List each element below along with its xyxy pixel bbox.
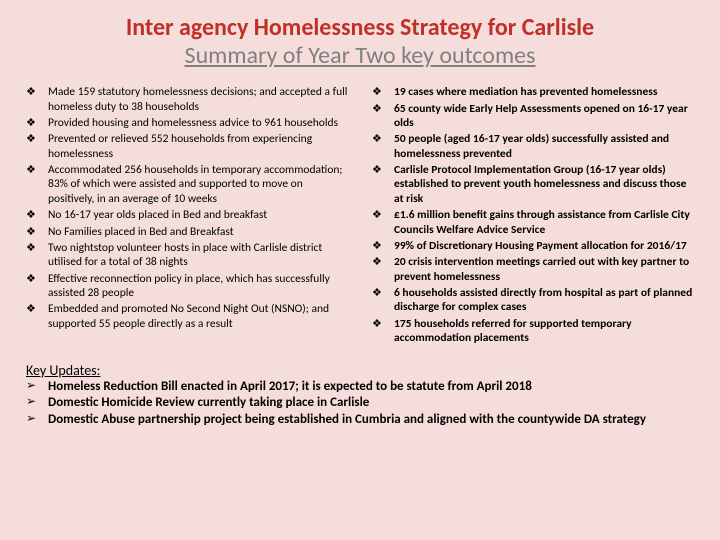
diamond-bullet-icon: ❖ — [372, 239, 394, 253]
list-item: ❖Accommodated 256 households in temporar… — [26, 163, 348, 206]
diamond-bullet-icon: ❖ — [26, 225, 48, 239]
list-item: ❖50 people (aged 16-17 year olds) succes… — [372, 132, 694, 161]
list-item: ➢Domestic Homicide Review currently taki… — [26, 395, 694, 412]
list-item: ❖65 county wide Early Help Assessments o… — [372, 102, 694, 131]
right-column: ❖19 cases where mediation has prevented … — [372, 85, 694, 347]
list-item-text: £1.6 million benefit gains through assis… — [394, 208, 694, 237]
list-item-text: Carlisle Protocol Implementation Group (… — [394, 163, 694, 206]
list-item: ❖19 cases where mediation has prevented … — [372, 85, 694, 99]
list-item: ❖No 16-17 year olds placed in Bed and br… — [26, 208, 348, 222]
chevron-bullet-icon: ➢ — [26, 395, 48, 411]
list-item: ❖£1.6 million benefit gains through assi… — [372, 208, 694, 237]
list-item: ❖6 households assisted directly from hos… — [372, 286, 694, 315]
list-item-text: 6 households assisted directly from hosp… — [394, 286, 694, 315]
list-item: ❖Carlisle Protocol Implementation Group … — [372, 163, 694, 206]
list-item: ❖Embedded and promoted No Second Night O… — [26, 302, 348, 331]
list-item: ❖99% of Discretionary Housing Payment al… — [372, 239, 694, 253]
diamond-bullet-icon: ❖ — [26, 163, 48, 177]
diamond-bullet-icon: ❖ — [26, 85, 48, 99]
diamond-bullet-icon: ❖ — [26, 132, 48, 146]
main-title: Inter agency Homelessness Strategy for C… — [26, 14, 694, 42]
diamond-bullet-icon: ❖ — [26, 208, 48, 222]
list-item-text: Effective reconnection policy in place, … — [48, 272, 348, 301]
diamond-bullet-icon: ❖ — [372, 286, 394, 300]
list-item-text: Domestic Homicide Review currently takin… — [48, 395, 694, 412]
key-updates-list: ➢Homeless Reduction Bill enacted in Apri… — [26, 379, 694, 430]
list-item-text: Accommodated 256 households in temporary… — [48, 163, 348, 206]
list-item-text: 65 county wide Early Help Assessments op… — [394, 102, 694, 131]
diamond-bullet-icon: ❖ — [372, 85, 394, 99]
two-column-layout: ❖Made 159 statutory homelessness decisio… — [26, 85, 694, 347]
list-item-text: Two nightstop volunteer hosts in place w… — [48, 241, 348, 270]
chevron-bullet-icon: ➢ — [26, 412, 48, 428]
diamond-bullet-icon: ❖ — [372, 102, 394, 116]
diamond-bullet-icon: ❖ — [372, 132, 394, 146]
subtitle: Summary of Year Two key outcomes — [26, 42, 694, 70]
slide-page: Inter agency Homelessness Strategy for C… — [0, 0, 720, 540]
diamond-bullet-icon: ❖ — [26, 116, 48, 130]
right-bullet-list: ❖19 cases where mediation has prevented … — [372, 85, 694, 345]
diamond-bullet-icon: ❖ — [372, 317, 394, 331]
diamond-bullet-icon: ❖ — [26, 241, 48, 255]
list-item-text: Domestic Abuse partnership project being… — [48, 412, 694, 429]
list-item-text: Homeless Reduction Bill enacted in April… — [48, 379, 694, 396]
list-item: ❖Effective reconnection policy in place,… — [26, 272, 348, 301]
key-updates-heading: Key Updates: — [26, 362, 694, 379]
list-item: ➢Domestic Abuse partnership project bein… — [26, 412, 694, 429]
list-item: ❖20 crisis intervention meetings carried… — [372, 255, 694, 284]
list-item-text: Provided housing and homelessness advice… — [48, 116, 348, 130]
diamond-bullet-icon: ❖ — [26, 272, 48, 286]
list-item: ❖Two nightstop volunteer hosts in place … — [26, 241, 348, 270]
chevron-bullet-icon: ➢ — [26, 379, 48, 395]
list-item: ❖Prevented or relieved 552 households fr… — [26, 132, 348, 161]
list-item-text: 175 households referred for supported te… — [394, 317, 694, 346]
list-item-text: No 16-17 year olds placed in Bed and bre… — [48, 208, 348, 222]
list-item: ❖175 households referred for supported t… — [372, 317, 694, 346]
left-column: ❖Made 159 statutory homelessness decisio… — [26, 85, 348, 347]
list-item-text: 19 cases where mediation has prevented h… — [394, 85, 694, 99]
diamond-bullet-icon: ❖ — [372, 255, 394, 269]
list-item: ❖No Families placed in Bed and Breakfast — [26, 225, 348, 239]
list-item-text: Embedded and promoted No Second Night Ou… — [48, 302, 348, 331]
list-item: ➢Homeless Reduction Bill enacted in Apri… — [26, 379, 694, 396]
list-item-text: 20 crisis intervention meetings carried … — [394, 255, 694, 284]
list-item: ❖Made 159 statutory homelessness decisio… — [26, 85, 348, 114]
list-item-text: 99% of Discretionary Housing Payment all… — [394, 239, 694, 253]
key-updates-section: Key Updates: ➢Homeless Reduction Bill en… — [26, 362, 694, 430]
diamond-bullet-icon: ❖ — [26, 302, 48, 316]
left-bullet-list: ❖Made 159 statutory homelessness decisio… — [26, 85, 348, 331]
list-item-text: Made 159 statutory homelessness decision… — [48, 85, 348, 114]
diamond-bullet-icon: ❖ — [372, 208, 394, 222]
list-item-text: Prevented or relieved 552 households fro… — [48, 132, 348, 161]
list-item-text: 50 people (aged 16-17 year olds) success… — [394, 132, 694, 161]
list-item-text: No Families placed in Bed and Breakfast — [48, 225, 348, 239]
diamond-bullet-icon: ❖ — [372, 163, 394, 177]
list-item: ❖Provided housing and homelessness advic… — [26, 116, 348, 130]
